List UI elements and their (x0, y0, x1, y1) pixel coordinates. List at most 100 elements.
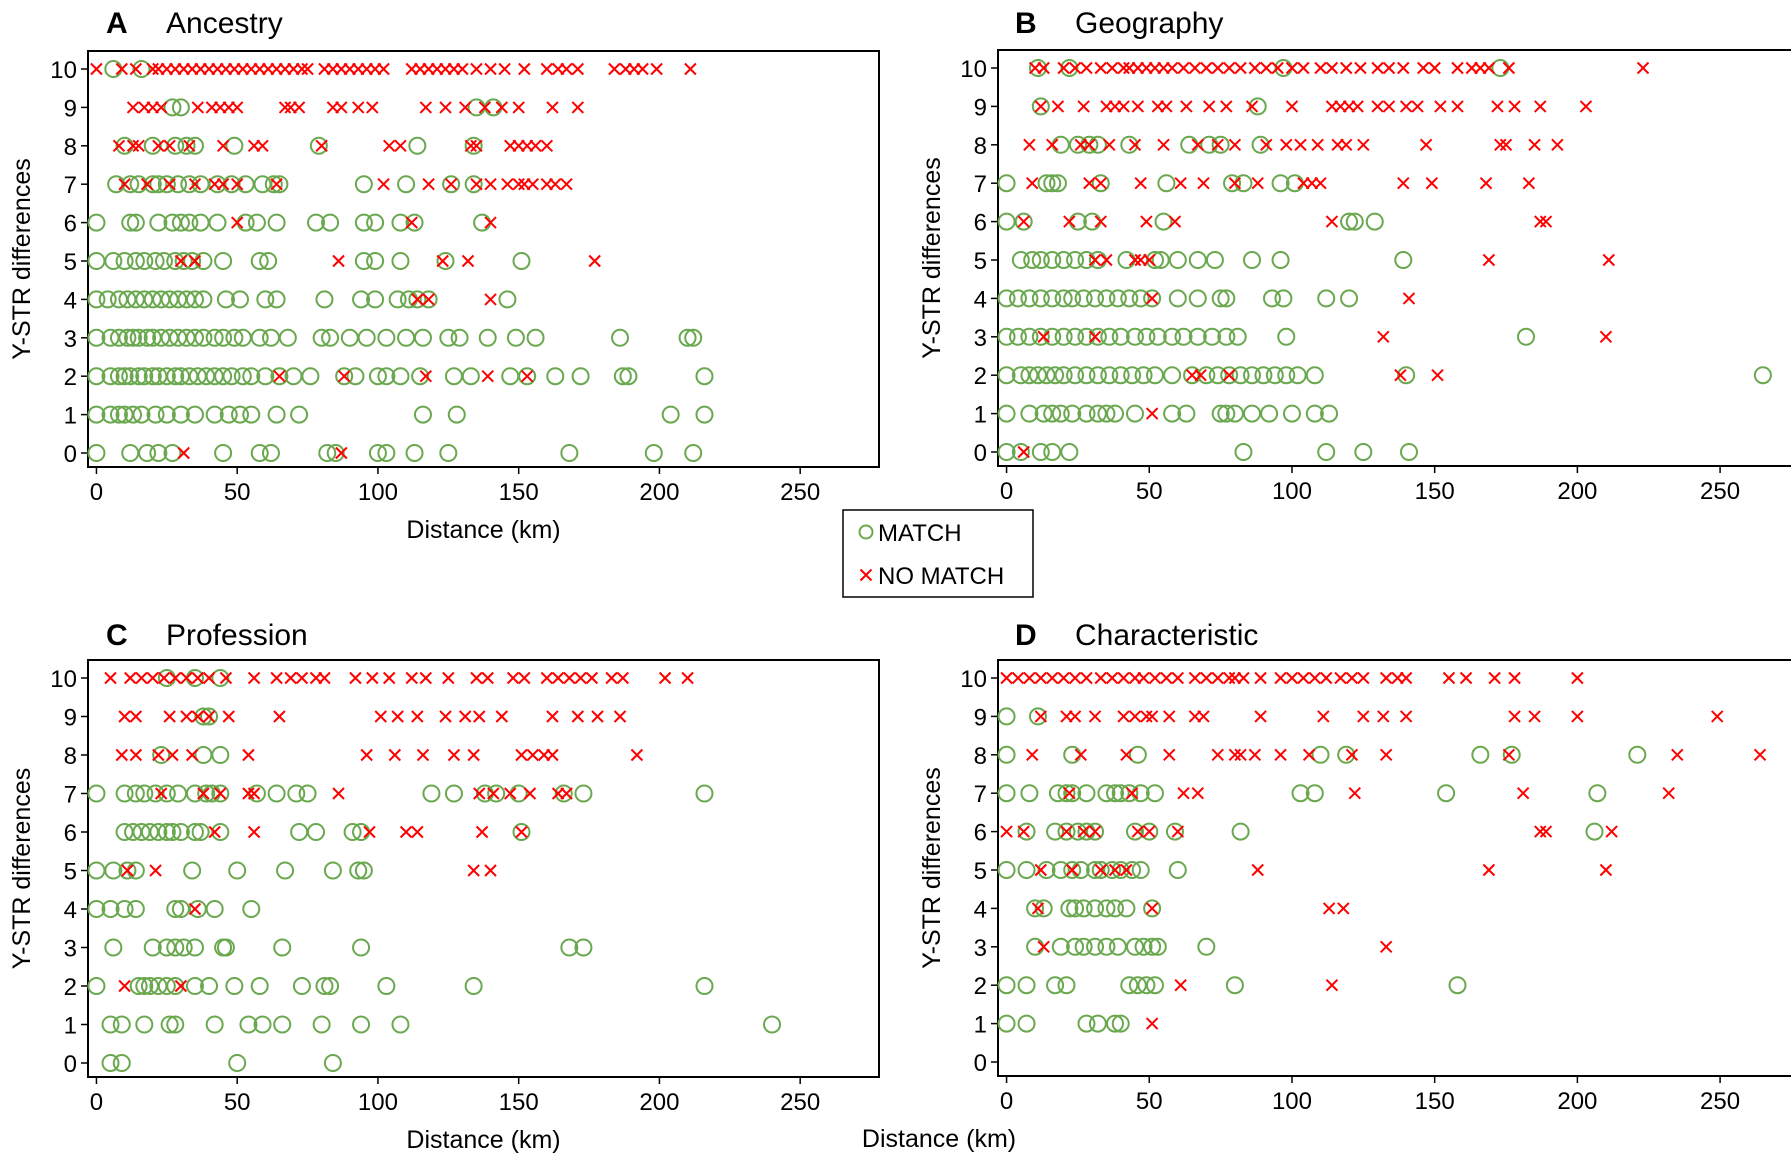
no-match-point (1188, 61, 1202, 75)
match-point (391, 1015, 410, 1034)
no-match-point (292, 101, 306, 114)
no-match-point (1371, 61, 1384, 75)
no-match-point (1579, 100, 1593, 113)
match-point (1017, 822, 1036, 841)
no-match-point (1285, 671, 1299, 685)
match-point (247, 784, 266, 803)
match-point (177, 136, 196, 155)
match-point (242, 367, 261, 386)
no-match-point (360, 748, 373, 762)
y-tick-label: 7 (64, 172, 77, 199)
match-point (1054, 366, 1073, 385)
y-axis-label: Y-STR differences (918, 767, 946, 969)
no-match-point (1534, 100, 1547, 113)
match-point (1063, 289, 1082, 308)
no-match-point (1068, 671, 1082, 685)
no-match-point (1108, 863, 1122, 877)
no-match-point (222, 710, 235, 723)
match-point (1248, 97, 1267, 116)
match-point (1157, 174, 1176, 193)
match-point (397, 175, 416, 194)
panel-b: BGeography012345678910050100150200250Dis… (862, 7, 1791, 543)
match-point (87, 444, 106, 462)
no-match-point (1094, 863, 1107, 877)
match-point (138, 328, 157, 347)
no-match-point (1325, 215, 1339, 228)
y-tick-label: 2 (64, 974, 77, 1001)
match-point (200, 977, 219, 995)
match-point (1753, 366, 1772, 385)
y-tick-label: 5 (64, 859, 77, 886)
no-match-point (1174, 978, 1187, 992)
match-point (1188, 251, 1207, 269)
x-tick-label: 150 (499, 479, 539, 506)
no-match-point (1311, 138, 1324, 152)
match-point (267, 405, 286, 424)
match-point (1137, 976, 1156, 995)
match-point (366, 213, 385, 232)
match-point (695, 784, 714, 803)
match-point (1134, 937, 1153, 956)
no-match-point (1177, 61, 1190, 75)
match-point (197, 784, 216, 803)
no-match-point (377, 177, 390, 191)
match-point (1231, 366, 1250, 385)
match-point (143, 175, 162, 194)
match-point (366, 252, 385, 270)
no-match-point (473, 787, 486, 800)
no-match-point (1145, 292, 1159, 305)
no-match-point (1125, 786, 1139, 800)
match-point (121, 213, 140, 232)
no-match-point (188, 902, 202, 916)
match-point (143, 136, 162, 155)
match-point (214, 328, 233, 347)
no-match-point (1074, 748, 1087, 762)
plot-area-frame (87, 50, 880, 468)
panel-title: Profession (166, 619, 308, 652)
match-point (484, 98, 503, 117)
match-point (1066, 251, 1085, 269)
no-match-point (1339, 61, 1353, 75)
no-match-point (1200, 61, 1213, 75)
match-point (138, 444, 157, 462)
no-match-point (230, 177, 244, 191)
no-match-point (1037, 61, 1050, 75)
no-match-point (1254, 671, 1267, 685)
no-match-point (191, 671, 204, 685)
x-tick-label: 150 (499, 1089, 539, 1116)
match-point (1154, 212, 1173, 231)
match-point (997, 976, 1016, 995)
no-match-point (1034, 100, 1048, 113)
match-point (267, 290, 286, 309)
match-point (225, 328, 244, 347)
match-point (1086, 822, 1105, 841)
no-match-point (1174, 176, 1187, 190)
match-point (222, 367, 241, 386)
no-match-point (1488, 671, 1501, 685)
no-match-point (202, 710, 216, 723)
no-match-point (1379, 940, 1393, 954)
no-match-point (1508, 671, 1521, 685)
match-point (997, 1014, 1016, 1033)
y-tick-label: 2 (974, 363, 987, 390)
match-point (1066, 899, 1085, 918)
match-point (135, 252, 154, 270)
no-match-point (1228, 138, 1242, 152)
match-point (194, 290, 213, 309)
no-match-point (1163, 710, 1176, 723)
match-point (1057, 822, 1076, 841)
no-match-point (1251, 863, 1264, 877)
match-point (149, 823, 168, 841)
match-point (135, 367, 154, 386)
no-match-point (1148, 671, 1162, 685)
no-match-point (1094, 61, 1107, 75)
no-match-point (470, 177, 483, 191)
no-match-point (1037, 940, 1050, 954)
no-match-point (174, 979, 188, 993)
match-point (87, 784, 106, 803)
no-match-point (332, 254, 345, 268)
y-tick-label: 9 (64, 705, 77, 732)
no-match-point (422, 293, 435, 306)
no-match-point (1037, 330, 1050, 344)
